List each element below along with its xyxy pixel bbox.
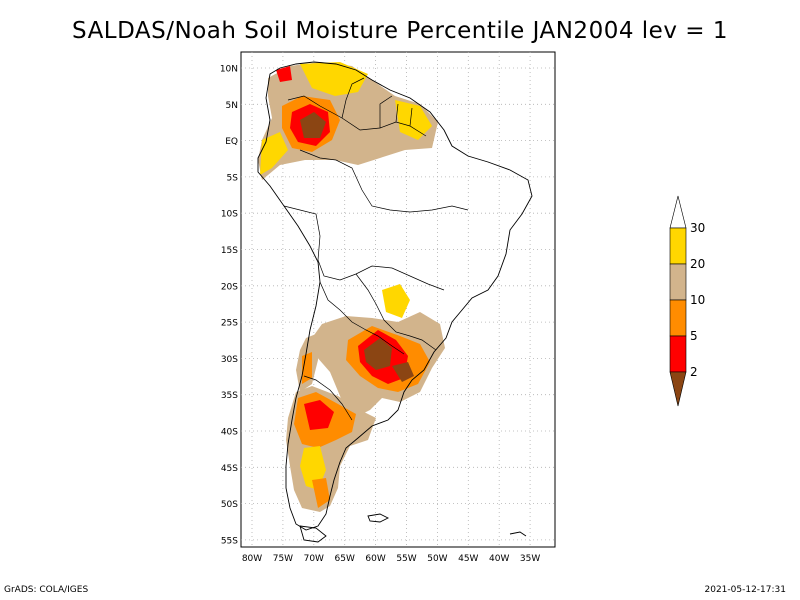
shading-north-yellow-3	[260, 132, 288, 175]
south-georgia	[509, 531, 527, 537]
legend-swatch-20-30	[669, 227, 687, 265]
border-lines	[283, 77, 469, 421]
map-outlines	[257, 61, 533, 543]
lat-label: 25S	[221, 319, 238, 329]
lat-label: EQ	[225, 137, 238, 147]
lon-label: 60W	[365, 554, 385, 564]
lon-label: 65W	[335, 554, 355, 564]
shading-north-brown	[300, 112, 326, 138]
legend-labels: 30 20 10 5 2	[690, 221, 705, 379]
color-legend: 30 20 10 5 2	[669, 195, 705, 407]
lat-label: 20S	[221, 282, 238, 292]
shading-south-brown-2	[392, 362, 414, 382]
lat-label: 15S	[221, 246, 238, 256]
falklands	[367, 513, 390, 523]
shading-north-tan	[258, 62, 438, 180]
lon-label: 35W	[520, 554, 540, 564]
lon-label: 80W	[242, 554, 262, 564]
legend-swatch-2-5	[669, 335, 687, 373]
lon-label: 40W	[489, 554, 509, 564]
lat-label: 55S	[221, 536, 238, 546]
legend-label: 30	[690, 221, 705, 235]
lon-label: 75W	[273, 554, 293, 564]
legend-label: 2	[690, 365, 698, 379]
legend-swatch-above-30	[669, 195, 687, 229]
shading-north-red-2	[276, 66, 292, 82]
legend-label: 10	[690, 293, 705, 307]
legend-label: 5	[690, 329, 698, 343]
legend-swatch-5-10	[669, 299, 687, 337]
legend-swatch-10-20	[669, 263, 687, 301]
shading-south-brown	[364, 338, 392, 370]
legend-label: 20	[690, 257, 705, 271]
latitude-labels: 10N 5N EQ 5S 10S 15S 20S 25S 30S 35S 40S 45S 50S 55S	[220, 65, 238, 547]
lat-label: 5S	[227, 173, 239, 183]
shading-patagonia-red	[304, 400, 334, 430]
lon-label: 50W	[427, 554, 447, 564]
lat-label: 40S	[221, 428, 238, 438]
lon-label: 70W	[304, 554, 324, 564]
lat-label: 45S	[221, 464, 238, 474]
lat-label: 35S	[221, 391, 238, 401]
tierra-del-fuego	[299, 525, 327, 543]
longitude-labels: 80W 75W 70W 65W 60W 55W 50W 45W 40W 35W	[242, 554, 541, 564]
lat-label: 10N	[220, 65, 238, 75]
continent-coastline	[257, 61, 533, 531]
lon-label: 55W	[396, 554, 416, 564]
lat-label: 50S	[221, 500, 238, 510]
lon-label: 45W	[458, 554, 478, 564]
legend-swatch-below-2	[669, 371, 687, 407]
shading-north-yellow-2	[395, 100, 432, 140]
lat-label: 5N	[226, 101, 238, 111]
shading-patagonia-orange-2	[312, 478, 330, 508]
shading-south-yellow	[382, 284, 410, 318]
lat-label: 30S	[221, 355, 238, 365]
map-title: SALDAS/Noah Soil Moisture Percentile JAN…	[72, 18, 728, 44]
footer-timestamp: 2021-05-12-17:31	[704, 585, 787, 595]
lat-label: 10S	[221, 210, 238, 220]
footer-credit: GrADS: COLA/IGES	[4, 585, 89, 595]
